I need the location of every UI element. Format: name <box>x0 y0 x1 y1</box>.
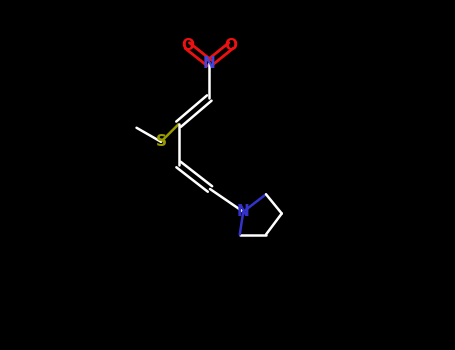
Text: N: N <box>203 56 216 70</box>
Text: O: O <box>224 38 238 53</box>
Text: S: S <box>156 134 167 149</box>
Text: O: O <box>181 38 194 53</box>
Text: N: N <box>237 204 250 219</box>
